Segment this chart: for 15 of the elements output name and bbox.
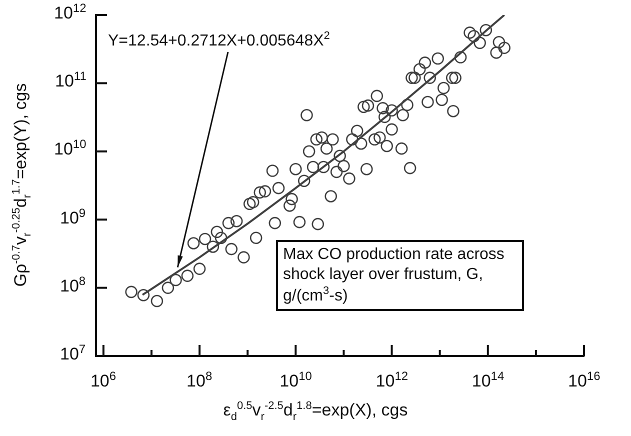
y-tick-label: 10$^{11}$ bbox=[55, 69, 86, 91]
annotation: Max CO production rate across shock layer over frustum, G, g/(cm$^{3}$-s) bbox=[276, 240, 524, 312]
annotation: Y=12.54+0.2712X+0.005648X$^{2}$ bbox=[108, 30, 330, 50]
y-tick-label: 10$^{12}$ bbox=[54, 1, 86, 23]
x-tick-label: 10$^{8}$ bbox=[186, 369, 212, 391]
y-tick-label: 10$^{7}$ bbox=[60, 342, 86, 364]
y-tick-label: 10$^{9}$ bbox=[60, 206, 86, 228]
x-tick-label: 10$^{12}$ bbox=[376, 369, 408, 391]
y-tick-label: 10$^{8}$ bbox=[60, 274, 86, 296]
x-tick-label: 10$^{14}$ bbox=[472, 369, 504, 391]
x-tick-label: 10$^{16}$ bbox=[568, 369, 600, 391]
x-tick-label: 10$^{10}$ bbox=[280, 369, 312, 391]
y-tick-label: 10$^{10}$ bbox=[54, 137, 86, 160]
x-tick-label: 10$^{6}$ bbox=[90, 369, 116, 391]
text: ε$_{d}$$^{0.5}$v$_{r}$$^{-2.5}$d$_{r}$$^{1.8}$=exp(X), cgs bbox=[223, 400, 408, 424]
